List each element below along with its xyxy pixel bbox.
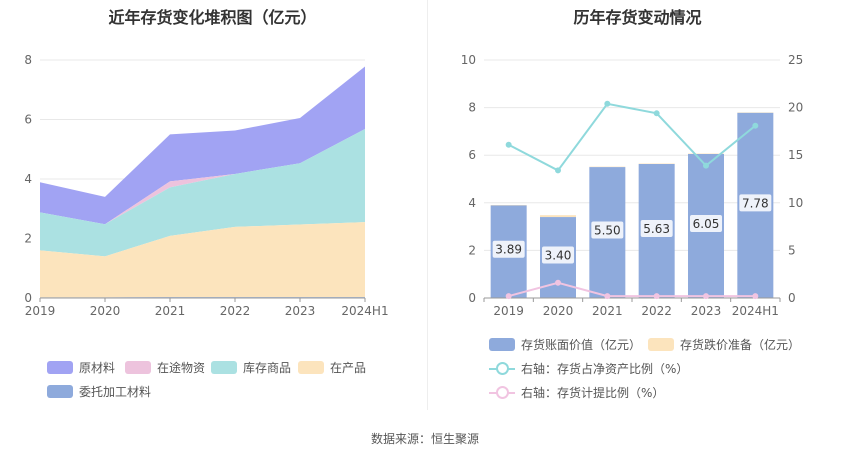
net-asset-ratio-point [703, 162, 709, 169]
right-chart-title: 历年存货变动情况 [573, 8, 702, 27]
left-x-tick: 2024H1 [341, 304, 388, 318]
chart-divider [427, 0, 428, 410]
net-asset-ratio-point [505, 141, 512, 148]
legend-item-net-asset-ratio[interactable]: 右轴：存货占净资产比例（%） [489, 360, 688, 377]
bar-label-bg [690, 215, 722, 233]
net-asset-ratio-point [752, 122, 759, 129]
legend-label-transit: 在途物资 [157, 361, 206, 375]
right-y2-tick: 20 [788, 101, 803, 115]
right-x-tick: 2022 [641, 304, 672, 318]
provision-ratio-point [604, 293, 611, 300]
legend-symbol-net-asset-ratio [489, 362, 515, 375]
net-asset-ratio-point [653, 110, 660, 117]
area-series [40, 222, 365, 298]
bar-label-bg [640, 220, 673, 238]
right-x-tick: 2021 [592, 304, 623, 318]
legend-swatch-consigned [47, 385, 73, 398]
legend-item-raw[interactable]: 原材料 [47, 359, 115, 376]
right-y-tick: 2 [468, 243, 476, 257]
right-y-tick: 8 [468, 101, 476, 115]
bar-label-bg [492, 240, 525, 258]
provision-ratio-point [653, 293, 660, 300]
left-y-tick: 0 [24, 291, 32, 305]
net-asset-ratio-line [508, 102, 756, 172]
left-y-tick: 2 [24, 232, 32, 246]
right-x-tick: 2023 [691, 304, 722, 318]
net-asset-ratio-point [555, 167, 561, 174]
legend-label-consigned: 委托加工材料 [79, 385, 152, 399]
legend-swatch-transit [125, 361, 151, 374]
right-y2-tick: 5 [788, 243, 796, 257]
right-y2-tick: 25 [788, 53, 803, 67]
bar-label-bg [591, 221, 624, 239]
net-asset-ratio-point [604, 100, 611, 107]
legend-label-provision-ratio: 右轴：存货计提比例（%） [521, 386, 665, 400]
provision-ratio-line [508, 281, 756, 298]
left-chart-title: 近年存货变化堆积图（亿元） [108, 8, 317, 27]
left-x-tick: 2019 [25, 304, 56, 318]
left-x-tick: 2021 [155, 304, 186, 318]
left-x-tick: 2022 [220, 304, 251, 318]
left-y-tick: 4 [24, 172, 32, 186]
right-y-tick: 0 [468, 291, 476, 305]
legend-symbol-provision-ratio [489, 386, 515, 399]
bar-value-label: 3.40 [545, 249, 572, 263]
provision-ratio-point [505, 293, 512, 300]
legend-label-goods: 库存商品 [243, 361, 292, 375]
legend-swatch-goods [211, 361, 237, 374]
bar-value-label: 6.05 [693, 217, 720, 231]
legend-label-raw: 原材料 [79, 361, 116, 375]
bar-value-label: 5.63 [643, 222, 670, 236]
bar-value-label: 5.50 [594, 224, 621, 238]
legend-item-goods[interactable]: 库存商品 [211, 359, 291, 376]
right-y-tick: 10 [461, 53, 476, 67]
right-y2-tick: 15 [788, 148, 803, 162]
left-x-tick: 2023 [285, 304, 316, 318]
legend-item-wip[interactable]: 在产品 [298, 359, 366, 376]
right-y-tick: 4 [468, 196, 476, 210]
bar-value-label: 3.89 [495, 243, 522, 257]
left-y-tick: 6 [24, 113, 32, 127]
provision-ratio-point [752, 293, 759, 300]
right-y2-tick: 10 [788, 196, 803, 210]
right-y-tick: 6 [468, 148, 476, 162]
right-x-tick: 2019 [493, 304, 524, 318]
left-x-tick: 2020 [90, 304, 121, 318]
legend-item-transit[interactable]: 在途物资 [125, 359, 205, 376]
provision-ratio-point [555, 279, 561, 286]
right-y2-tick: 0 [788, 291, 796, 305]
legend-item-reserve[interactable]: 存货跌价准备（亿元） [648, 336, 800, 353]
right-x-tick: 2020 [543, 304, 574, 318]
bar-label-bg [542, 246, 574, 264]
area-series [40, 66, 365, 225]
legend-swatch-reserve [648, 338, 674, 351]
legend-label-net-asset-ratio: 右轴：存货占净资产比例（%） [521, 362, 689, 376]
reserve-bar [540, 215, 576, 218]
area-series [40, 129, 365, 257]
legend-label-wip: 在产品 [330, 361, 367, 375]
data-source: 数据来源：恒生聚源 [370, 432, 479, 446]
legend-item-provision-ratio[interactable]: 右轴：存货计提比例（%） [489, 384, 664, 401]
bar-label-bg [739, 194, 772, 212]
provision-ratio-point [703, 293, 709, 300]
legend-swatch-wip [298, 361, 324, 374]
legend-item-book-value[interactable]: 存货账面价值（亿元） [489, 336, 641, 353]
bar-value-label: 7.78 [742, 196, 769, 210]
legend-label-book-value: 存货账面价值（亿元） [521, 338, 642, 352]
right-x-tick: 2024H1 [732, 304, 779, 318]
legend-swatch-book-value [489, 338, 515, 351]
legend-swatch-raw [47, 361, 73, 374]
left-y-tick: 8 [24, 53, 32, 67]
legend-item-consigned[interactable]: 委托加工材料 [47, 383, 151, 400]
legend-label-reserve: 存货跌价准备（亿元） [680, 338, 801, 352]
